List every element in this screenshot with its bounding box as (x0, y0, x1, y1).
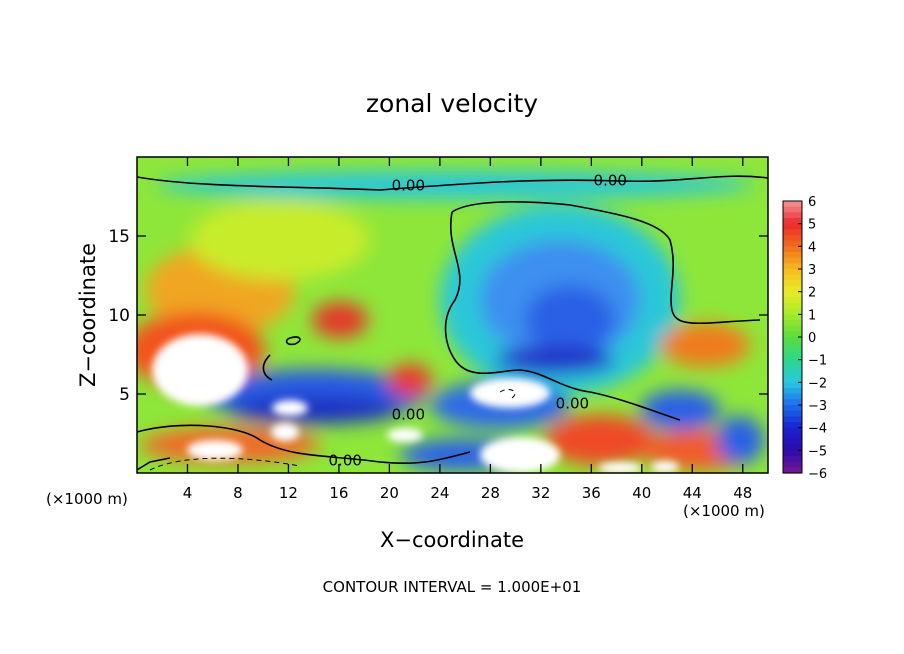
colorbar-swatch (783, 382, 802, 389)
colorbar-tick-label: 3 (808, 263, 816, 278)
colorbar-swatch (783, 416, 802, 423)
x-tick-label: 44 (683, 484, 702, 502)
colorbar-swatch (783, 461, 802, 468)
contour-label: 0.00 (556, 394, 589, 412)
x-tick-label: 48 (733, 484, 752, 502)
x-tick-label: 20 (380, 484, 399, 502)
colorbar-swatch (783, 320, 802, 327)
y-axis-ticks: 5 10 15 (108, 227, 768, 405)
y-tick-label: 15 (108, 227, 130, 247)
colorbar-swatch (783, 280, 802, 287)
x-tick-label: 4 (183, 484, 193, 502)
x-tick-label: 8 (233, 484, 243, 502)
colorbar-tick-label: −6 (808, 467, 827, 482)
x-tick-label: 36 (582, 484, 601, 502)
x-tick-label: 40 (632, 484, 651, 502)
colorbar-swatch (783, 433, 802, 440)
colorbar-swatch (783, 206, 802, 213)
colorbar-swatch (783, 235, 802, 242)
colorbar-swatch (783, 218, 802, 225)
colorbar-swatch (783, 342, 802, 349)
colorbar-swatch (783, 201, 802, 208)
colorbar-swatch (783, 444, 802, 451)
colorbar-swatch (783, 229, 802, 236)
x-tick-label: 24 (430, 484, 449, 502)
colorbar-swatch (783, 269, 802, 276)
x-axis-label: X−coordinate (380, 528, 524, 552)
heatmap-field (137, 157, 768, 473)
colorbar-swatch (783, 359, 802, 366)
colorbar-swatch (783, 393, 802, 400)
colorbar-swatch (783, 354, 802, 361)
contour-labels: 0.00 0.00 0.00 0.00 0.00 (329, 172, 627, 470)
contour-label: 0.00 (392, 406, 425, 424)
chart-title: zonal velocity (366, 89, 538, 118)
colorbar-swatch (783, 223, 802, 230)
x-tick-label: 16 (329, 484, 348, 502)
colorbar-swatch (783, 331, 802, 338)
colorbar-swatch (783, 274, 802, 281)
colorbar-tick-label: 4 (808, 240, 816, 255)
colorbar: 6 5 4 3 2 1 0 −1 −2 −3 −4 −5 −6 (782, 195, 827, 482)
colorbar-tick-label: −4 (808, 422, 827, 437)
colorbar-swatch (783, 246, 802, 253)
colorbar-swatch (783, 257, 802, 264)
contour-label: 0.00 (329, 451, 362, 469)
colorbar-swatch (783, 325, 802, 332)
colorbar-swatch (783, 252, 802, 259)
colorbar-swatch (783, 422, 802, 429)
x-unit-right: (×1000 m) (683, 502, 765, 520)
contour-label: 0.00 (594, 172, 627, 190)
colorbar-tick-label: 1 (808, 308, 816, 323)
colorbar-swatch (783, 263, 802, 270)
colorbar-tick-label: 0 (808, 331, 816, 346)
colorbar-swatch (783, 371, 802, 378)
x-axis-ticks: 4 8 12 16 20 24 28 32 36 40 44 48 (183, 157, 752, 502)
colorbar-swatch (783, 376, 802, 383)
colorbar-swatch (783, 456, 802, 463)
colorbar-swatch (783, 427, 802, 434)
colorbar-swatch (783, 405, 802, 412)
colorbar-swatch (783, 365, 802, 372)
colorbar-swatch (783, 308, 802, 315)
contour-label: 0.00 (392, 176, 425, 194)
colorbar-swatch (783, 388, 802, 395)
y-axis-label: Z−coordinate (76, 243, 100, 387)
colorbar-swatch (783, 240, 802, 247)
colorbar-swatch (783, 212, 802, 219)
x-unit-left: (×1000 m) (46, 490, 128, 508)
colorbar-swatch (783, 439, 802, 446)
x-tick-label: 12 (279, 484, 298, 502)
colorbar-tick-label: −1 (808, 354, 827, 369)
colorbar-tick-label: 5 (808, 218, 816, 233)
colorbar-swatch (783, 297, 802, 304)
colorbar-swatch (783, 348, 802, 355)
colorbar-swatch (783, 399, 802, 406)
colorbar-swatch (783, 337, 802, 344)
x-tick-label: 28 (481, 484, 500, 502)
colorbar-swatch (783, 291, 802, 298)
colorbar-swatch (783, 286, 802, 293)
y-tick-label: 5 (119, 385, 130, 405)
colorbar-tick-label: −3 (808, 399, 827, 414)
contour-interval: CONTOUR INTERVAL = 1.000E+01 (323, 578, 582, 596)
colorbar-tick-label: −2 (808, 376, 827, 391)
colorbar-tick-label: 2 (808, 286, 816, 301)
colorbar-swatch (783, 450, 802, 457)
colorbar-tick-label: −5 (808, 444, 827, 459)
colorbar-swatch (783, 410, 802, 417)
colorbar-tick-label: 6 (808, 195, 816, 210)
colorbar-swatch (783, 467, 802, 474)
colorbar-swatch (783, 314, 802, 321)
x-tick-label: 32 (531, 484, 550, 502)
colorbar-swatch (783, 303, 802, 310)
y-tick-label: 10 (108, 306, 130, 326)
